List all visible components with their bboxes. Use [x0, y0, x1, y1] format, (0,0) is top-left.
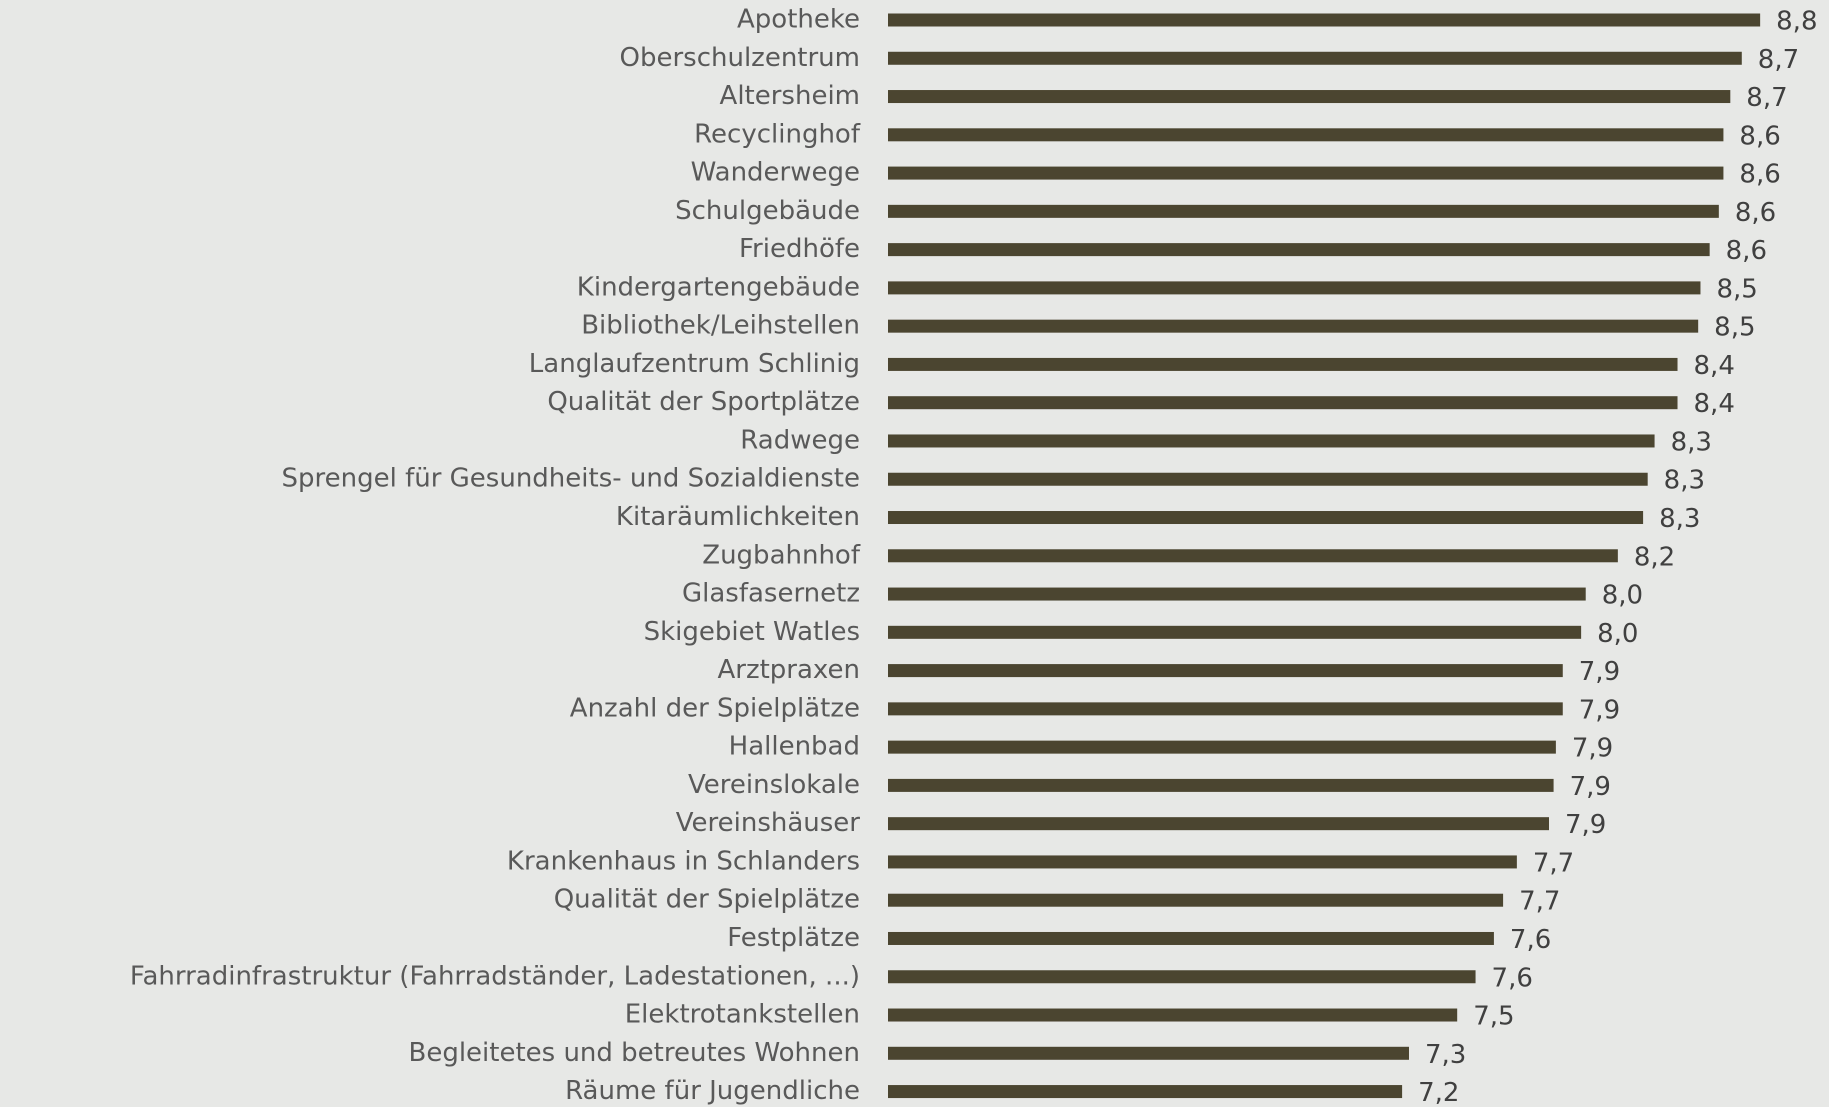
bar — [888, 243, 1710, 257]
bar — [888, 970, 1476, 984]
bar — [888, 166, 1724, 180]
bar — [888, 1008, 1458, 1022]
value-label: 7,6 — [1510, 925, 1551, 955]
value-label: 8,3 — [1664, 466, 1705, 496]
bar — [888, 625, 1582, 639]
category-label: Altersheim — [720, 81, 860, 111]
bar — [888, 90, 1731, 104]
bar — [888, 587, 1586, 601]
value-label: 8,3 — [1659, 504, 1700, 534]
bar — [888, 1046, 1409, 1060]
category-label: Langlaufzentrum Schlinig — [529, 349, 860, 379]
category-label: Friedhöfe — [739, 234, 860, 264]
bar — [888, 740, 1556, 754]
category-label: Räume für Jugendliche — [565, 1076, 860, 1106]
bar — [888, 51, 1742, 65]
bar — [888, 319, 1699, 333]
category-label: Schulgebäude — [675, 196, 860, 226]
bar — [888, 702, 1563, 716]
category-label: Begleitetes und betreutes Wohnen — [408, 1038, 860, 1068]
category-label: Vereinslokale — [688, 770, 860, 800]
bar — [888, 204, 1719, 218]
category-label: Zugbahnhof — [702, 540, 861, 570]
bar — [888, 281, 1701, 295]
category-label: Kindergartengebäude — [577, 272, 860, 302]
value-label: 8,5 — [1714, 313, 1755, 343]
value-label: 8,4 — [1694, 351, 1735, 381]
value-label: 7,5 — [1473, 1002, 1514, 1032]
value-label: 8,0 — [1602, 581, 1643, 611]
value-label: 7,7 — [1533, 848, 1574, 878]
category-label: Festplätze — [727, 923, 860, 953]
bar — [888, 434, 1655, 448]
bar — [888, 128, 1724, 142]
bar — [888, 893, 1504, 907]
value-label: 8,2 — [1634, 542, 1675, 572]
category-label: Kitaräumlichkeiten — [616, 502, 860, 532]
bar — [888, 855, 1517, 869]
bar — [888, 1085, 1403, 1099]
value-label: 8,6 — [1735, 198, 1776, 228]
value-label: 8,7 — [1758, 45, 1799, 75]
category-label: Recyclinghof — [694, 119, 861, 149]
value-label: 8,8 — [1776, 7, 1817, 37]
value-label: 8,0 — [1597, 619, 1638, 649]
category-label: Apotheke — [737, 5, 860, 35]
category-label: Vereinshäuser — [676, 808, 861, 838]
value-label: 7,9 — [1570, 772, 1611, 802]
category-label: Glasfasernetz — [682, 579, 860, 609]
value-label: 8,7 — [1746, 83, 1787, 113]
category-label: Sprengel für Gesundheits- und Sozialdien… — [281, 464, 860, 494]
bar — [888, 396, 1678, 410]
bar — [888, 472, 1648, 486]
bar — [888, 817, 1549, 831]
value-label: 7,7 — [1519, 887, 1560, 917]
value-label: 8,6 — [1739, 121, 1780, 151]
bar — [888, 13, 1761, 27]
bar — [888, 778, 1554, 792]
value-label: 7,9 — [1579, 695, 1620, 725]
category-label: Elektrotankstellen — [625, 1000, 860, 1030]
value-label: 7,9 — [1579, 657, 1620, 687]
value-label: 7,9 — [1565, 810, 1606, 840]
category-label: Radwege — [740, 425, 860, 455]
value-label: 8,6 — [1726, 236, 1767, 266]
category-label: Bibliothek/Leihstellen — [581, 311, 860, 341]
category-label: Arztpraxen — [717, 655, 860, 685]
category-label: Krankenhaus in Schlanders — [507, 846, 860, 876]
category-label: Qualität der Sportplätze — [547, 387, 860, 417]
bar — [888, 511, 1644, 525]
value-label: 8,3 — [1671, 427, 1712, 457]
category-label: Fahrradinfrastruktur (Fahrradständer, La… — [130, 961, 860, 991]
bar — [888, 549, 1618, 563]
bar — [888, 357, 1678, 371]
category-label: Oberschulzentrum — [620, 43, 861, 73]
category-label: Anzahl der Spielplätze — [570, 693, 860, 723]
category-label: Hallenbad — [729, 732, 860, 762]
value-label: 8,5 — [1716, 274, 1757, 304]
value-label: 7,3 — [1425, 1040, 1466, 1070]
category-label: Skigebiet Watles — [644, 617, 860, 647]
category-label: Wanderwege — [691, 158, 860, 188]
value-label: 7,2 — [1418, 1078, 1459, 1107]
value-label: 7,9 — [1572, 734, 1613, 764]
bar — [888, 931, 1494, 945]
bar — [888, 664, 1563, 678]
category-label: Qualität der Spielplätze — [554, 885, 860, 915]
value-label: 7,6 — [1492, 963, 1533, 993]
value-label: 8,6 — [1739, 160, 1780, 190]
value-label: 8,4 — [1694, 389, 1735, 419]
